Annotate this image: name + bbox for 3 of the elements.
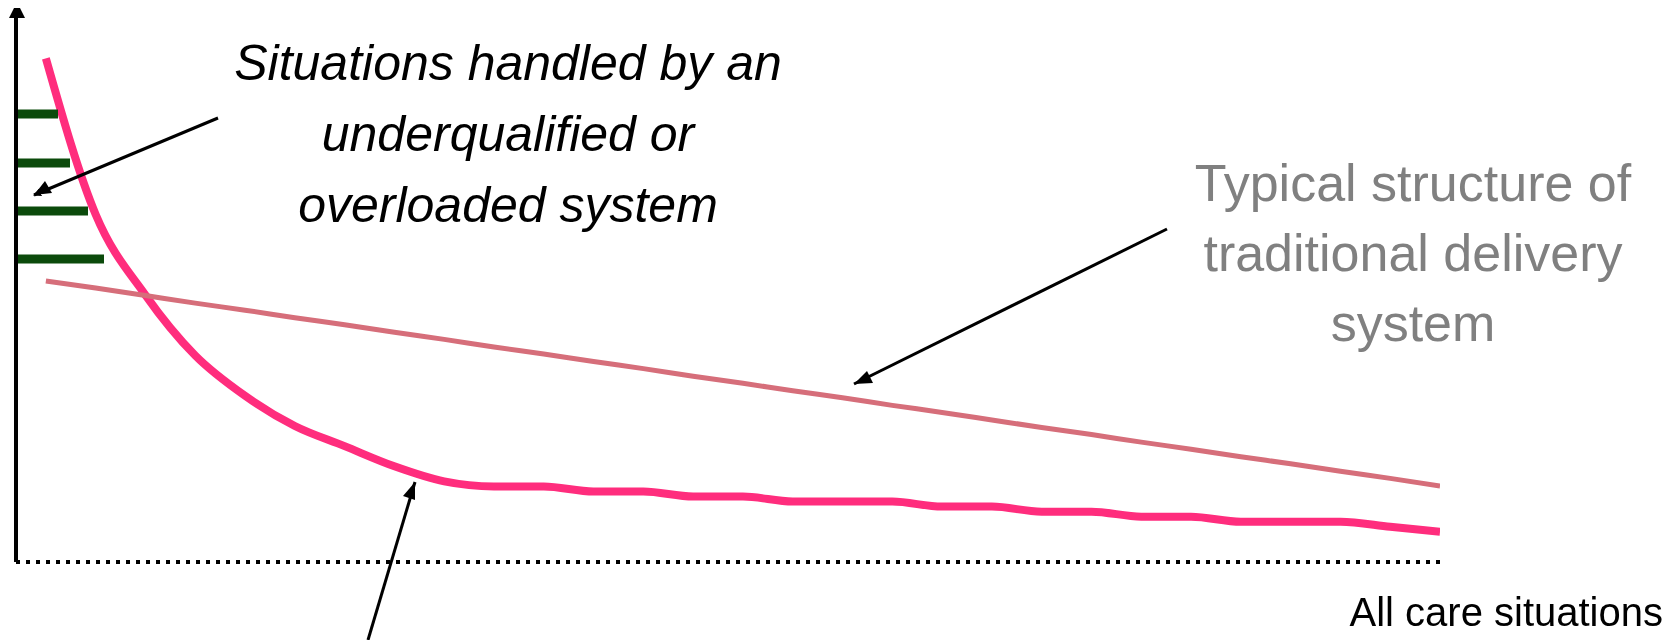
annotation: Typical structure of traditional delivery system bbox=[1193, 153, 1633, 354]
x-axis-title: All care situations bbox=[1349, 590, 1663, 635]
annotation: Situations handled by an underqualified or overloaded system bbox=[233, 34, 783, 235]
